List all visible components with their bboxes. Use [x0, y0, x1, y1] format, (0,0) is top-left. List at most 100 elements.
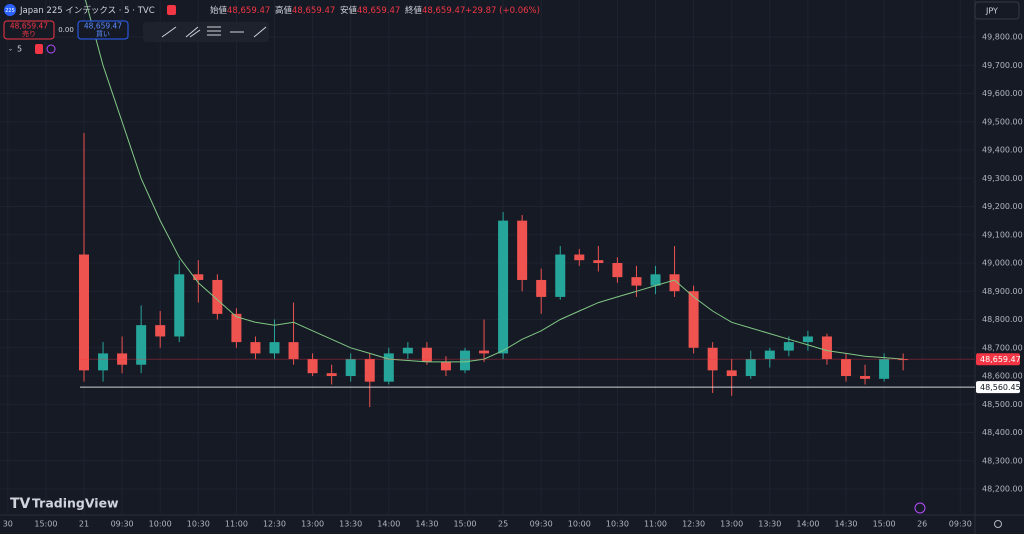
x-tick-label: 14:00: [377, 520, 400, 529]
brand[interactable]: TradingView: [32, 496, 119, 511]
y-tick-label: 49,000.00: [982, 259, 1023, 268]
alert-icon[interactable]: [35, 44, 43, 54]
x-tick-label: 12:30: [263, 520, 286, 529]
logo-text: 225: [5, 8, 15, 14]
candle-body: [821, 336, 832, 360]
y-tick-label: 49,600.00: [982, 89, 1023, 98]
price-tag-label: 48,659.47: [980, 355, 1021, 364]
candle-body: [860, 376, 871, 379]
price-tag: [976, 381, 1020, 394]
candle-body: [460, 350, 470, 371]
ohlc-value: 48,659.47: [422, 6, 465, 16]
grid: [0, 0, 975, 515]
y-tick-label: 48,900.00: [982, 287, 1023, 296]
sell-button[interactable]: [3, 20, 55, 40]
x-tick-label: 14:00: [796, 520, 819, 529]
candle-body: [288, 342, 299, 360]
candle-body: [898, 359, 909, 361]
ohlc-value: 48,659.47: [292, 6, 335, 16]
x-tick-label: 11:00: [225, 520, 248, 529]
candle-body: [631, 277, 642, 286]
x-tick-label: 15:00: [873, 520, 896, 529]
buy-price[interactable]: 48,659.47: [84, 22, 122, 31]
candle-body: [593, 260, 604, 264]
candle-body: [726, 370, 737, 377]
currency-box[interactable]: [974, 1, 1020, 20]
x-tick-label: 11:00: [644, 520, 667, 529]
y-tick-label: 48,200.00: [982, 485, 1023, 494]
y-tick-label: 49,100.00: [982, 230, 1023, 239]
candle-body: [421, 347, 432, 362]
y-tick-label: 49,300.00: [982, 174, 1023, 183]
candle-body: [764, 350, 775, 360]
settings-icon[interactable]: [994, 520, 1002, 528]
indicator-count[interactable]: 5: [17, 45, 22, 54]
ohlc: 始値 48,659.47 高値 48,659.47 安値 48,659.47 終値 48,65…: [210, 5, 540, 16]
candle-body: [802, 336, 813, 343]
x-tick-label: 10:00: [568, 520, 591, 529]
candle-body: [536, 279, 547, 297]
candle-body: [841, 359, 851, 377]
price-tag-label: 48,560.45: [980, 383, 1021, 392]
change: +29.87 (+0.06%): [465, 6, 540, 16]
ohlc-label: 終値: [405, 5, 423, 16]
y-tick-label: 48,300.00: [982, 456, 1023, 465]
symbol-logo: [4, 4, 16, 16]
candle-body: [326, 373, 337, 377]
flash-icon[interactable]: [914, 502, 926, 514]
x-tick-label: 13:30: [758, 520, 781, 529]
y-tick-label: 49,800.00: [982, 33, 1023, 42]
plot: [79, 0, 975, 408]
buy-button[interactable]: [77, 20, 129, 40]
x-tick-label: 15:00: [34, 520, 57, 529]
x-tick-label: 10:30: [606, 520, 629, 529]
x-tick-label: 12:30: [682, 520, 705, 529]
x-tick-label: 09:30: [111, 520, 134, 529]
x-tick-label: 25: [498, 520, 508, 529]
price-tag: [976, 353, 1020, 366]
candle-body: [117, 353, 128, 365]
y-tick-label: 49,500.00: [982, 117, 1023, 126]
candle-body: [555, 254, 566, 297]
x-tick-label: 10:30: [187, 520, 210, 529]
symbol-name[interactable]: Japan 225 インデックス · 5 · TVC: [19, 5, 155, 16]
x-tick-label: 15:00: [453, 520, 476, 529]
candle-body: [517, 220, 528, 280]
y-tick-label: 48,800.00: [982, 315, 1023, 324]
flag[interactable]: [167, 5, 176, 15]
x-tick-label: 21: [79, 520, 89, 529]
axes: 48,200.00 48,300.00 48,400.00 48,500.00 48,6…: [3, 33, 1023, 529]
candle-body: [574, 254, 585, 261]
sync-icon[interactable]: [46, 44, 56, 54]
candle-body: [383, 353, 394, 382]
drawing-toolbar: [143, 22, 269, 42]
ohlc-label: 始値: [210, 5, 228, 16]
x-tick-label: 13:00: [720, 520, 743, 529]
y-tick-label: 49,400.00: [982, 146, 1023, 155]
candle-body: [612, 263, 623, 278]
sell-price[interactable]: 48,659.47: [10, 22, 48, 31]
indicator-toggle[interactable]: ⌄: [8, 46, 13, 53]
candle-body: [479, 350, 490, 354]
candle-body: [745, 359, 756, 377]
candle-body: [364, 359, 375, 382]
buy-label[interactable]: 買い: [96, 30, 110, 38]
candle-body: [307, 359, 318, 374]
currency[interactable]: JPY: [985, 7, 998, 16]
y-tick-label: 48,600.00: [982, 372, 1023, 381]
candle-body: [212, 279, 223, 314]
x-tick-label: 10:00: [149, 520, 172, 529]
candle-body: [79, 254, 89, 371]
candle-body: [155, 325, 166, 337]
x-tick-label: 13:00: [301, 520, 324, 529]
candle-body: [345, 359, 356, 377]
toolbar-icons[interactable]: [161, 26, 267, 38]
candle-body: [402, 347, 413, 354]
y-tick-label: 48,500.00: [982, 400, 1023, 409]
x-tick-label: 09:30: [530, 520, 553, 529]
sell-label[interactable]: 売り: [22, 29, 36, 38]
candle-body: [669, 274, 680, 292]
